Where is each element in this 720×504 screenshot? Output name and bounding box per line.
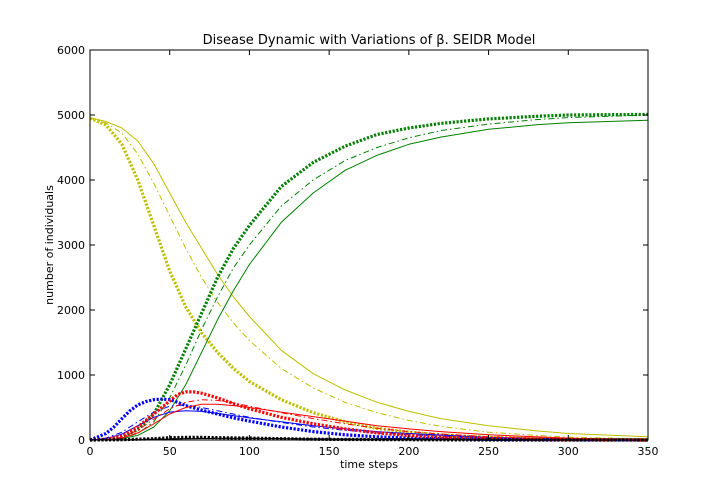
x-tick-label: 150 (319, 445, 340, 458)
x-axis-label: time steps (340, 458, 398, 471)
y-tick-label: 0 (78, 434, 85, 447)
x-tick-label: 250 (478, 445, 499, 458)
series-line-8 (89, 410, 649, 441)
series-line-7 (89, 404, 649, 441)
y-tick-label: 6000 (57, 44, 85, 57)
y-tick-label: 4000 (57, 174, 85, 187)
y-tick-label: 3000 (57, 239, 85, 252)
x-tick-label: 200 (398, 445, 419, 458)
plot-frame (89, 49, 649, 441)
series-line-0 (89, 116, 649, 442)
y-tick-label: 5000 (57, 109, 85, 122)
y-tick-label: 2000 (57, 304, 85, 317)
series-line-4 (89, 114, 649, 441)
x-axis-ticks: 0 50 100 150 200 250 300 350 (87, 50, 659, 458)
series-line-2 (89, 117, 649, 438)
series-line-5 (89, 119, 649, 441)
y-tick-label: 1000 (57, 369, 85, 382)
series-line-11 (89, 403, 649, 441)
series-line-10 (89, 399, 649, 441)
x-tick-label: 100 (239, 445, 260, 458)
series-line-1 (89, 117, 649, 440)
x-tick-label: 350 (638, 445, 659, 458)
series-line-9 (89, 390, 649, 442)
x-tick-label: 300 (558, 445, 579, 458)
series-line-3 (89, 112, 649, 442)
y-axis-label: number of individuals (43, 185, 56, 305)
x-tick-label: 0 (87, 445, 94, 458)
y-axis-ticks: 0 1000 2000 3000 4000 5000 6000 (57, 44, 648, 447)
series-layer (89, 112, 649, 442)
series-line-6 (89, 397, 649, 442)
x-tick-label: 50 (163, 445, 177, 458)
chart-title: Disease Dynamic with Variations of β. SE… (203, 33, 536, 48)
series-line-12 (89, 435, 648, 442)
